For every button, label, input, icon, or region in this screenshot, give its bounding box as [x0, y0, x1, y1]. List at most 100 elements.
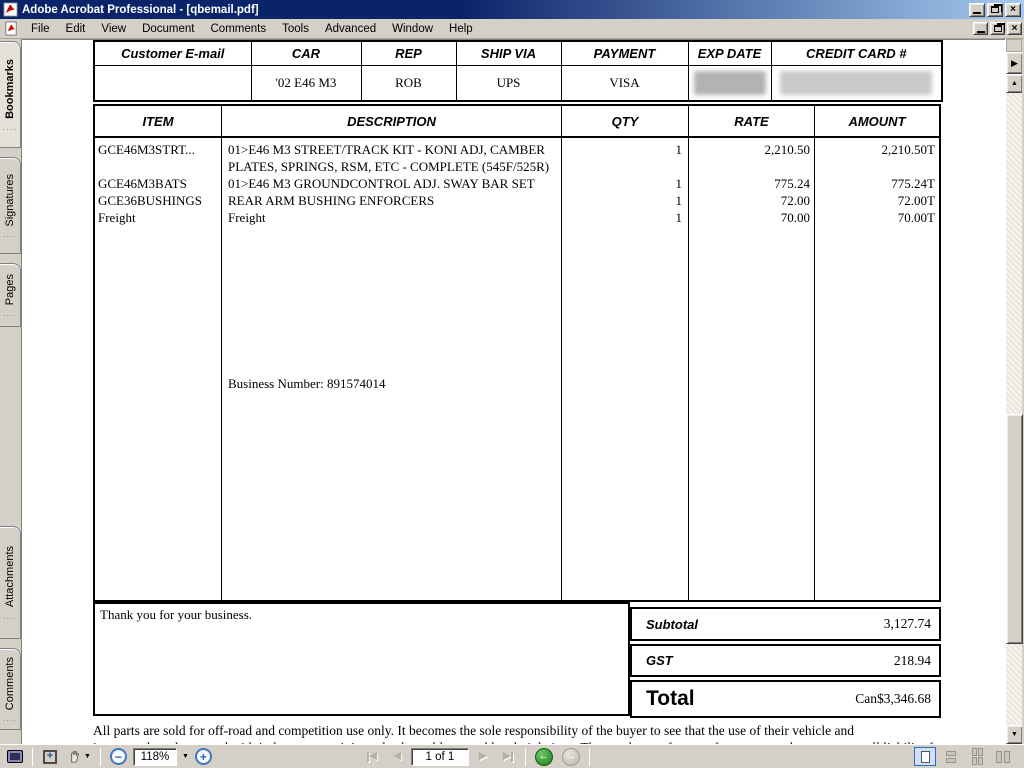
menu-bar: File Edit View Document Comments Tools A… — [0, 19, 1024, 39]
page-indicator-field[interactable] — [410, 747, 469, 766]
menu-file[interactable]: File — [31, 22, 50, 35]
window-frame-edge — [1022, 39, 1024, 744]
tab-pages[interactable]: Pages ···· — [0, 263, 21, 327]
value-customer-email — [93, 64, 252, 102]
last-page-button[interactable]: ▶ — [497, 747, 519, 767]
monitor-icon — [7, 750, 23, 763]
menu-advanced[interactable]: Advanced — [324, 22, 377, 35]
facing-layout-button[interactable] — [966, 747, 988, 766]
zoom-out-icon: − — [109, 748, 127, 765]
doc-restore-button[interactable] — [990, 22, 1005, 35]
menu-tools[interactable]: Tools — [282, 22, 309, 35]
line-item-row: GCE46M3STRT... 01>E46 M3 STREET/TRACK KI… — [95, 141, 939, 175]
total-value: Can$3,346.68 — [855, 691, 931, 706]
menu-help[interactable]: Help — [449, 22, 473, 35]
continuous-facing-layout-button[interactable] — [992, 747, 1014, 766]
minimize-button[interactable] — [969, 2, 985, 17]
scroll-up-button[interactable]: ▲ — [1006, 74, 1023, 93]
tab-grip: ···· — [2, 232, 18, 242]
header-qty: QTY — [562, 106, 689, 136]
header-car: CAR — [250, 40, 362, 66]
item-qty: 1 — [675, 193, 683, 208]
acrobat-app-icon — [3, 2, 18, 17]
totals-box: Subtotal 3,127.74 GST 218.94 Total Can$3… — [630, 607, 941, 718]
tab-comments-label: Comments — [4, 656, 16, 711]
pdf-page: Customer E-mail CAR REP SHIP VIA PAYMENT… — [22, 39, 1005, 744]
menu-edit[interactable]: Edit — [65, 22, 86, 35]
previous-view-button[interactable]: ← — [532, 747, 556, 767]
item-qty: 1 — [675, 176, 683, 191]
subtotal-value: 3,127.74 — [883, 616, 931, 631]
first-page-icon: ◀ — [368, 750, 378, 762]
separator — [32, 747, 33, 766]
zoom-in-button[interactable]: + — [192, 747, 215, 767]
order-info-table: Customer E-mail CAR REP SHIP VIA PAYMENT… — [93, 40, 943, 102]
zoom-out-button[interactable]: − — [107, 747, 130, 767]
column-divider — [688, 138, 689, 600]
line-items-header-row: ITEM DESCRIPTION QTY RATE AMOUNT — [95, 106, 939, 138]
doc-minimize-button[interactable] — [973, 22, 988, 35]
line-item-row: GCE36BUSHINGS REAR ARM BUSHING ENFORCERS… — [95, 192, 939, 209]
gst-value: 218.94 — [893, 652, 931, 668]
page-layout-group — [914, 747, 1014, 766]
first-page-button[interactable]: ◀ — [361, 747, 383, 767]
previous-view-icon: ← — [534, 747, 553, 766]
menu-comments[interactable]: Comments — [210, 22, 267, 35]
total-label: Total — [646, 687, 695, 710]
header-customer-email: Customer E-mail — [93, 40, 252, 66]
facing-icon — [971, 748, 983, 765]
single-page-layout-button[interactable] — [914, 747, 936, 766]
order-info-header-row: Customer E-mail CAR REP SHIP VIA PAYMENT… — [93, 40, 943, 66]
close-button[interactable]: × — [1005, 2, 1021, 17]
line-items-body: GCE46M3STRT... 01>E46 M3 STREET/TRACK KI… — [95, 138, 939, 600]
next-view-button[interactable]: → — [559, 747, 583, 767]
menu-document[interactable]: Document — [142, 22, 195, 35]
zoom-dropdown-caret-icon[interactable]: ▼ — [181, 753, 189, 760]
header-description: DESCRIPTION — [222, 106, 562, 136]
header-item: ITEM — [95, 106, 222, 136]
next-page-button[interactable]: ▶ — [472, 747, 494, 767]
column-divider — [561, 138, 562, 600]
menu-view[interactable]: View — [101, 22, 127, 35]
tab-attachments-label: Attachments — [4, 546, 16, 608]
thank-you-box: Thank you for your business. — [93, 602, 630, 716]
tab-grip: ···· — [2, 716, 18, 726]
gst-label: GST — [646, 653, 673, 668]
item-code: GCE36BUSHINGS — [98, 193, 203, 208]
invoice-document: Customer E-mail CAR REP SHIP VIA PAYMENT… — [93, 40, 953, 744]
line-items-table: ITEM DESCRIPTION QTY RATE AMOUNT GCE46M3… — [93, 104, 941, 602]
window-title: Adobe Acrobat Professional - [qbemail.pd… — [22, 3, 259, 16]
previous-page-button[interactable]: ◀ — [386, 747, 408, 767]
restore-button[interactable] — [987, 2, 1003, 17]
continuous-icon — [946, 750, 956, 763]
minimize-icon — [973, 12, 981, 14]
tab-pages-label: Pages — [4, 273, 16, 306]
item-code: GCE46M3STRT... — [98, 142, 195, 157]
scrollbar-track[interactable] — [1006, 93, 1023, 725]
hand-tool-button[interactable]: ▼ — [64, 747, 94, 767]
item-amount: 70.00T — [897, 210, 935, 225]
business-number: Business Number: 891574014 — [228, 376, 386, 391]
pdf-document-icon[interactable] — [4, 21, 19, 36]
scrollbar-thumb[interactable] — [1006, 414, 1023, 644]
tab-signatures[interactable]: Signatures ···· — [0, 157, 21, 254]
continuous-layout-button[interactable] — [940, 747, 962, 766]
scroll-down-button[interactable]: ▼ — [1006, 725, 1023, 744]
tab-comments[interactable]: Comments ···· — [0, 648, 21, 730]
main-area: Bookmarks ···· Signatures ···· Pages ···… — [0, 39, 1024, 744]
header-credit-card: CREDIT CARD # — [770, 40, 943, 66]
marquee-zoom-icon: + — [43, 749, 57, 764]
show-pane-arrow-button[interactable]: ▶ — [1006, 52, 1023, 74]
restore-icon — [993, 23, 1005, 32]
header-amount: AMOUNT — [848, 113, 906, 129]
next-view-icon: → — [561, 747, 580, 766]
tab-attachments[interactable]: Attachments ···· — [0, 526, 21, 639]
zoom-in-icon: + — [194, 748, 212, 765]
previous-page-icon: ◀ — [392, 750, 402, 762]
zoom-level-field[interactable] — [132, 747, 177, 766]
menu-window[interactable]: Window — [392, 22, 434, 35]
view-mode-button[interactable] — [4, 747, 26, 767]
tab-bookmarks[interactable]: Bookmarks ···· — [0, 41, 21, 148]
doc-close-button[interactable]: × — [1007, 22, 1022, 35]
zoom-tool-button[interactable]: + — [39, 747, 61, 767]
